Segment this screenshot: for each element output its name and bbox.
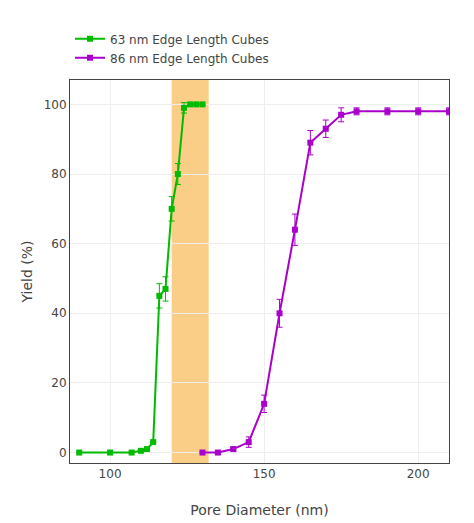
- svg-text:Yield (%): Yield (%): [19, 240, 35, 303]
- svg-text:40: 40: [51, 306, 66, 320]
- svg-text:150: 150: [253, 467, 276, 481]
- svg-text:63 nm Edge Length Cubes: 63 nm Edge Length Cubes: [110, 33, 269, 47]
- svg-text:100: 100: [44, 98, 67, 112]
- svg-text:100: 100: [99, 467, 122, 481]
- svg-text:Pore Diameter (nm): Pore Diameter (nm): [190, 502, 328, 518]
- svg-text:0: 0: [59, 446, 67, 460]
- svg-text:200: 200: [407, 467, 430, 481]
- svg-text:60: 60: [51, 237, 66, 251]
- svg-text:20: 20: [51, 376, 66, 390]
- svg-text:80: 80: [51, 167, 66, 181]
- svg-text:86 nm Edge Length Cubes: 86 nm Edge Length Cubes: [110, 52, 269, 66]
